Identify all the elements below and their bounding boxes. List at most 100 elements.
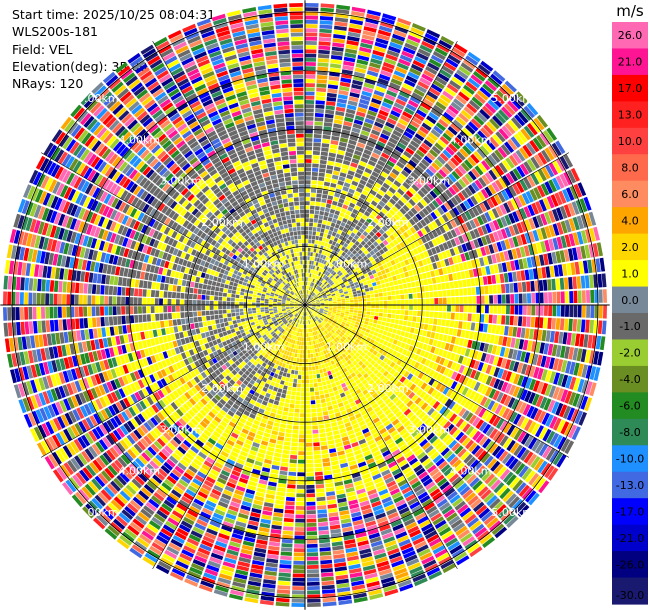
velocity-cell bbox=[415, 84, 427, 94]
velocity-cell bbox=[296, 497, 305, 502]
velocity-cell bbox=[360, 246, 366, 252]
velocity-cell bbox=[307, 302, 312, 304]
velocity-cell bbox=[322, 274, 327, 279]
velocity-cell bbox=[481, 470, 492, 482]
velocity-cell bbox=[347, 143, 356, 150]
velocity-cell bbox=[361, 175, 369, 182]
velocity-cell bbox=[305, 159, 312, 163]
velocity-cell bbox=[319, 24, 333, 30]
velocity-cell bbox=[331, 260, 336, 265]
velocity-cell bbox=[453, 522, 466, 533]
velocity-cell bbox=[390, 286, 395, 291]
velocity-cell bbox=[346, 220, 352, 226]
velocity-cell bbox=[489, 520, 502, 532]
velocity-cell bbox=[335, 293, 340, 297]
velocity-cell bbox=[521, 192, 531, 205]
velocity-cell bbox=[364, 331, 369, 337]
velocity-cell bbox=[402, 46, 416, 55]
velocity-cell bbox=[335, 315, 340, 318]
velocity-cell bbox=[469, 520, 482, 532]
velocity-cell bbox=[492, 284, 497, 294]
velocity-cell bbox=[306, 564, 319, 569]
velocity-cell bbox=[457, 504, 469, 515]
velocity-cell bbox=[300, 345, 303, 350]
velocity-cell bbox=[273, 373, 279, 379]
velocity-cell bbox=[558, 190, 567, 204]
velocity-cell bbox=[515, 247, 522, 259]
velocity-cell bbox=[487, 344, 494, 354]
velocity-cell bbox=[446, 360, 453, 369]
velocity-cell bbox=[293, 344, 297, 349]
velocity-cell bbox=[410, 63, 424, 73]
velocity-cell bbox=[308, 226, 313, 231]
velocity-cell bbox=[488, 169, 498, 181]
velocity-cell bbox=[508, 185, 517, 197]
velocity-cell bbox=[482, 438, 492, 449]
velocity-cell bbox=[484, 245, 491, 255]
velocity-cell bbox=[364, 210, 371, 217]
velocity-cell bbox=[345, 44, 358, 50]
velocity-cell bbox=[328, 306, 333, 308]
velocity-cell bbox=[268, 385, 274, 390]
velocity-cell bbox=[403, 315, 409, 321]
velocity-cell bbox=[407, 365, 414, 373]
velocity-cell bbox=[305, 256, 308, 260]
velocity-cell bbox=[265, 562, 278, 568]
velocity-cell bbox=[338, 90, 349, 96]
velocity-cell bbox=[319, 428, 326, 434]
velocity-cell bbox=[536, 185, 546, 198]
velocity-cell bbox=[443, 450, 453, 460]
velocity-cell bbox=[507, 272, 513, 282]
velocity-cell bbox=[281, 376, 286, 381]
velocity-cell bbox=[357, 293, 362, 297]
velocity-cell bbox=[505, 172, 515, 184]
velocity-cell bbox=[496, 466, 507, 478]
velocity-cell bbox=[403, 150, 412, 159]
velocity-cell bbox=[577, 305, 582, 318]
velocity-cell bbox=[343, 121, 353, 127]
velocity-cell bbox=[423, 118, 435, 128]
velocity-cell bbox=[520, 327, 526, 339]
velocity-cell bbox=[358, 272, 364, 277]
velocity-cell bbox=[549, 416, 558, 429]
velocity-cell bbox=[518, 339, 525, 350]
velocity-cell bbox=[391, 386, 398, 393]
velocity-cell bbox=[319, 263, 323, 268]
velocity-cell bbox=[323, 466, 332, 471]
velocity-cell bbox=[330, 244, 335, 250]
velocity-cell bbox=[518, 484, 530, 497]
velocity-cell bbox=[421, 40, 435, 50]
velocity-cell bbox=[319, 168, 326, 173]
velocity-cell bbox=[431, 247, 437, 255]
velocity-cell bbox=[412, 215, 419, 224]
velocity-cell bbox=[424, 94, 436, 104]
velocity-cell bbox=[313, 218, 318, 223]
velocity-cell bbox=[321, 241, 325, 246]
velocity-cell bbox=[361, 224, 368, 231]
velocity-cell bbox=[469, 230, 477, 240]
velocity-cell bbox=[336, 297, 341, 300]
velocity-cell bbox=[293, 417, 300, 422]
velocity-cell bbox=[278, 431, 285, 437]
velocity-cell bbox=[456, 204, 464, 214]
velocity-cell bbox=[344, 356, 349, 362]
velocity-cell bbox=[387, 175, 395, 183]
velocity-cell bbox=[472, 305, 477, 313]
velocity-cell bbox=[363, 243, 370, 249]
velocity-cell bbox=[464, 492, 476, 503]
velocity-cell bbox=[349, 280, 354, 285]
velocity-cell bbox=[399, 376, 406, 383]
velocity-cell bbox=[472, 523, 485, 535]
velocity-cell bbox=[305, 417, 312, 422]
velocity-cell bbox=[325, 427, 332, 433]
velocity-cell bbox=[441, 282, 446, 290]
velocity-cell bbox=[450, 381, 458, 390]
velocity-cell bbox=[309, 370, 313, 375]
velocity-cell bbox=[314, 463, 322, 468]
velocity-cell bbox=[580, 230, 588, 244]
velocity-cell bbox=[367, 262, 373, 268]
velocity-cell bbox=[411, 281, 416, 288]
velocity-cell bbox=[393, 213, 401, 221]
velocity-cell bbox=[347, 31, 361, 38]
velocity-cell bbox=[585, 319, 590, 333]
